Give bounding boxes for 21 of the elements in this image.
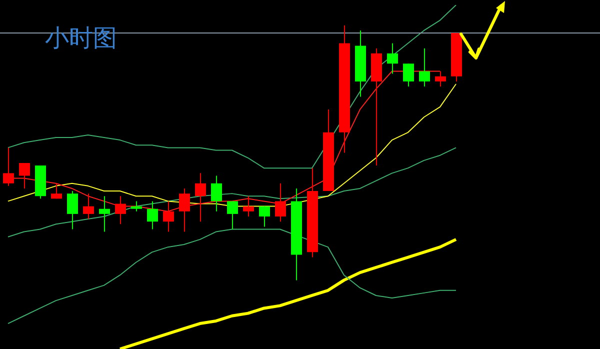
candlestick bbox=[179, 188, 190, 232]
candlestick bbox=[147, 200, 158, 230]
candlestick bbox=[435, 70, 446, 88]
candlestick bbox=[227, 200, 238, 230]
candlestick bbox=[419, 48, 430, 88]
candlestick bbox=[115, 196, 126, 225]
candlestick bbox=[243, 196, 254, 217]
candlestick bbox=[19, 162, 30, 189]
candlestick bbox=[163, 200, 174, 232]
candlestick bbox=[83, 193, 94, 220]
candlestick bbox=[211, 175, 222, 212]
candlestick bbox=[99, 196, 110, 232]
candlestick bbox=[387, 42, 398, 74]
candlestick bbox=[131, 200, 142, 212]
candlestick bbox=[403, 63, 414, 88]
candlestick bbox=[3, 147, 14, 186]
candlestick bbox=[51, 182, 62, 200]
candlestick bbox=[67, 190, 78, 230]
candlestick bbox=[275, 182, 286, 222]
candlestick bbox=[195, 172, 206, 222]
candlestick bbox=[259, 206, 270, 228]
